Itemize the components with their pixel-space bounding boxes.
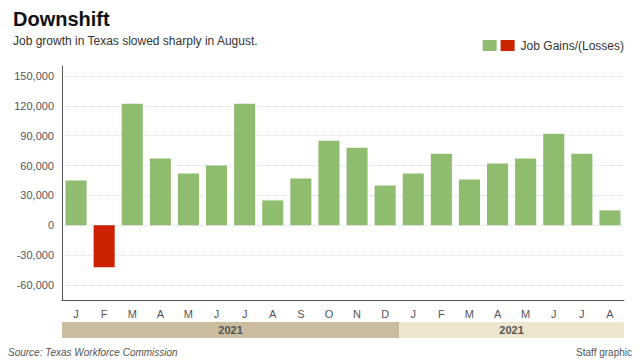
svg-text:J: J (551, 308, 557, 320)
svg-text:2021: 2021 (218, 324, 242, 336)
svg-text:M: M (184, 308, 193, 320)
svg-text:-60,000: -60,000 (17, 279, 54, 291)
svg-text:D: D (381, 308, 389, 320)
svg-text:M: M (465, 308, 474, 320)
svg-text:A: A (606, 308, 614, 320)
svg-text:J: J (411, 308, 417, 320)
svg-text:J: J (579, 308, 585, 320)
svg-text:A: A (157, 308, 165, 320)
svg-text:A: A (494, 308, 502, 320)
svg-text:2021: 2021 (499, 324, 523, 336)
svg-text:Source: Texas Workforce Commis: Source: Texas Workforce Commission (8, 347, 178, 358)
svg-text:150,000: 150,000 (14, 70, 54, 82)
svg-text:A: A (269, 308, 277, 320)
svg-text:S: S (297, 308, 304, 320)
svg-text:60,000: 60,000 (20, 160, 54, 172)
svg-text:90,000: 90,000 (20, 130, 54, 142)
svg-text:J: J (242, 308, 248, 320)
svg-text:M: M (521, 308, 530, 320)
svg-text:N: N (353, 308, 361, 320)
svg-text:Downshift: Downshift (13, 8, 110, 30)
svg-text:F: F (438, 308, 445, 320)
svg-text:30,000: 30,000 (20, 189, 54, 201)
svg-text:-30,000: -30,000 (17, 249, 54, 261)
svg-text:0: 0 (48, 219, 54, 231)
svg-text:Job growth in Texas slowed sha: Job growth in Texas slowed sharply in Au… (13, 34, 258, 48)
svg-text:120,000: 120,000 (14, 100, 54, 112)
svg-text:Job Gains/(Losses): Job Gains/(Losses) (521, 39, 624, 53)
svg-text:M: M (128, 308, 137, 320)
svg-text:F: F (101, 308, 108, 320)
svg-text:Staff graphic: Staff graphic (576, 347, 632, 358)
svg-text:J: J (214, 308, 220, 320)
svg-text:O: O (325, 308, 334, 320)
svg-text:J: J (73, 308, 79, 320)
